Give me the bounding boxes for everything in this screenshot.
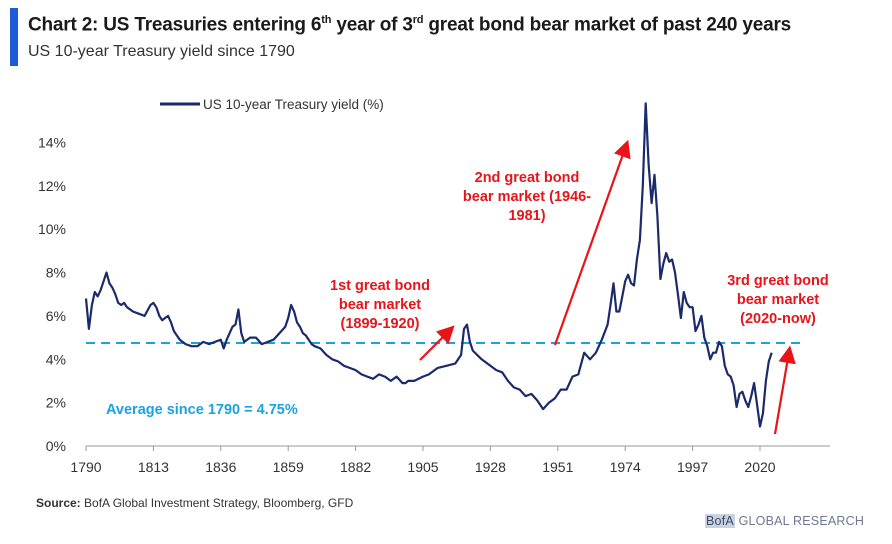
x-tick-label: 1928: [475, 459, 506, 475]
annotation-2nd-bear: 2nd great bond bear market (1946- 1981): [463, 139, 631, 346]
legend-label: US 10-year Treasury yield (%): [203, 97, 384, 112]
x-tick-label: 1813: [138, 459, 169, 475]
annotation-3-line3: (2020-now): [740, 311, 816, 327]
x-tick-label: 1951: [542, 459, 573, 475]
x-axis: 1790 1813 1836 1859 1882 1905 1928 1951 1974 1997…: [70, 446, 776, 475]
x-tick-label: 1905: [407, 459, 438, 475]
accent-bar: [10, 8, 18, 66]
y-tick-label: 14%: [38, 134, 66, 150]
annotation-2-arrow: [553, 139, 631, 346]
average-label: Average since 1790 = 4.75%: [106, 402, 298, 418]
x-tick-label: 1997: [677, 459, 708, 475]
source-note: Source: BofA Global Investment Strategy,…: [36, 496, 354, 510]
x-tick-label: 1974: [610, 459, 641, 475]
brand-label: BofA GLOBAL RESEARCH: [705, 514, 865, 528]
annotation-1-line2: bear market: [339, 297, 421, 313]
y-tick-label: 12%: [38, 178, 66, 194]
x-tick-label: 2020: [744, 459, 775, 475]
x-tick-label: 1836: [205, 459, 236, 475]
series-line: [84, 102, 773, 428]
annotation-1-line3: (1899-1920): [341, 316, 420, 332]
annotation-2-line3: 1981): [508, 208, 545, 224]
y-tick-label: 0%: [46, 438, 66, 454]
y-tick-label: 10%: [38, 221, 66, 237]
annotation-2-line1: 2nd great bond: [475, 170, 580, 186]
y-tick-label: 6%: [46, 308, 66, 324]
chart-subtitle: US 10-year Treasury yield since 1790: [28, 43, 295, 60]
annotation-1st-bear: 1st great bond bear market (1899-1920): [330, 278, 455, 361]
y-tick-label: 8%: [46, 265, 66, 281]
annotation-1-line1: 1st great bond: [330, 278, 430, 294]
y-tick-label: 4%: [46, 351, 66, 367]
y-tick-label: 2%: [46, 395, 66, 411]
x-tick-label: 1859: [273, 459, 304, 475]
annotation-3-line1: 3rd great bond: [727, 273, 829, 289]
annotation-3-line2: bear market: [737, 292, 819, 308]
annotation-3rd-bear: 3rd great bond bear market (2020-now): [727, 273, 829, 435]
x-tick-label: 1882: [340, 459, 371, 475]
annotation-2-line2: bear market (1946-: [463, 189, 591, 205]
chart-title: Chart 2: US Treasuries entering 6th year…: [28, 14, 792, 36]
annotation-1-arrow: [419, 325, 455, 361]
y-axis: 0% 2% 4% 6% 8% 10% 12% 14%: [38, 134, 66, 454]
annotation-3-arrow: [773, 345, 796, 435]
x-tick-label: 1790: [70, 459, 101, 475]
